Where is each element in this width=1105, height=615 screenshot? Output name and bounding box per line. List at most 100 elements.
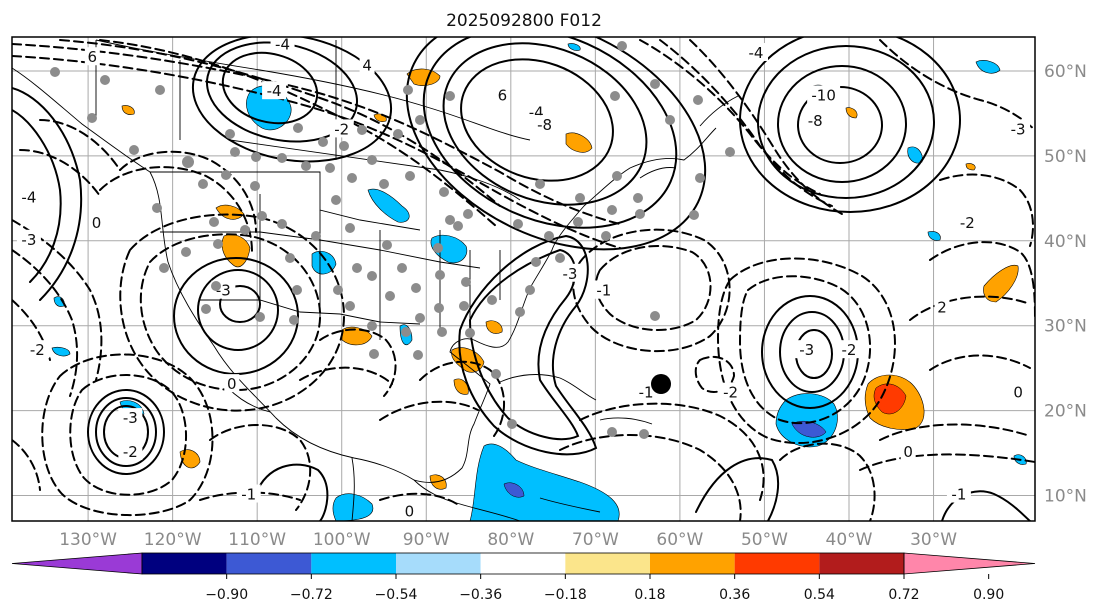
contour-value-label: -4 bbox=[749, 44, 764, 62]
colorbar-swatch bbox=[650, 553, 735, 574]
contour-value-label: -1 bbox=[596, 282, 611, 300]
latitude-label: 10°N bbox=[1044, 487, 1087, 507]
longitude-label: 80°W bbox=[487, 530, 534, 550]
colorbar-swatch bbox=[480, 553, 566, 574]
colorbar-label: −0.72 bbox=[290, 587, 333, 603]
tropical-storm-marker bbox=[651, 374, 671, 394]
contour-label-halo bbox=[532, 115, 557, 134]
longitude-labels: 130°W 120°W 110°W 100°W 90°W 80°W 70°W 60°W 50°W… bbox=[59, 530, 957, 550]
contour-value-label: -1 bbox=[639, 384, 654, 402]
contour-value-label: -2 bbox=[334, 120, 349, 138]
contour-value-label: -2 bbox=[960, 214, 975, 232]
colorbar-label: −0.54 bbox=[375, 587, 418, 603]
contour-value-label: 6 bbox=[88, 48, 98, 66]
contour-value-label: -2 bbox=[842, 341, 857, 359]
dashed-contours bbox=[12, 39, 1035, 521]
contour-label-halo bbox=[224, 374, 240, 393]
colorbar-swatch bbox=[142, 553, 227, 574]
contour-label-halo bbox=[270, 37, 295, 53]
contour-label-halo bbox=[118, 442, 143, 461]
longitude-label: 110°W bbox=[228, 530, 286, 550]
latitude-label: 30°N bbox=[1044, 317, 1087, 337]
colorbar-swatch bbox=[819, 553, 904, 574]
contour-value-label: -4 bbox=[21, 188, 36, 206]
contour-label-halo bbox=[1010, 382, 1026, 401]
contour-value-label: -3 bbox=[1011, 120, 1026, 138]
colorbar-swatch bbox=[311, 553, 396, 574]
contour-value-label: 0 bbox=[903, 443, 913, 461]
contour-value-label: -3 bbox=[123, 409, 138, 427]
colorbar-label: −0.90 bbox=[205, 587, 248, 603]
colorbar-swatch bbox=[734, 553, 820, 574]
colorbar-label: 0.72 bbox=[888, 587, 919, 603]
contour-label-halo bbox=[401, 501, 417, 520]
colorbar-swatch bbox=[565, 553, 650, 574]
longitude-label: 40°W bbox=[826, 530, 873, 550]
colorbar-label: 0.18 bbox=[634, 587, 665, 603]
contour-label-halo bbox=[744, 42, 768, 61]
station-markers bbox=[50, 41, 735, 439]
contour-label-halo bbox=[558, 263, 582, 282]
colorbar-swatch bbox=[396, 553, 481, 574]
contour-label-halo bbox=[955, 212, 980, 231]
colorbar-label: −0.36 bbox=[459, 587, 502, 603]
contour-label-halo bbox=[16, 229, 41, 248]
contour-label-halo bbox=[946, 484, 971, 503]
contour-value-label: -2 bbox=[723, 384, 738, 402]
contour-value-label: 0 bbox=[92, 214, 102, 232]
contour-label-halo bbox=[807, 85, 841, 104]
contour-label-halo bbox=[329, 119, 354, 138]
contour-value-label: 0 bbox=[1013, 384, 1023, 402]
map-background bbox=[12, 37, 1035, 521]
contour-value-label: -3 bbox=[21, 231, 36, 249]
colorbar: −0.90 −0.72 −0.54 −0.36 −0.18 0.18 0.36 0.54 0.7… bbox=[11, 552, 1036, 603]
colorbar-low-extension bbox=[11, 552, 143, 575]
colorbar-frame bbox=[141, 552, 905, 575]
longitude-label: 50°W bbox=[741, 530, 788, 550]
contour-value-label: -1 bbox=[241, 486, 256, 504]
longitude-label: 90°W bbox=[403, 530, 450, 550]
contour-label-halo bbox=[118, 408, 143, 427]
contour-label-halo bbox=[89, 212, 105, 231]
contour-label-halo bbox=[1006, 119, 1031, 138]
contour-label-halo bbox=[494, 85, 510, 104]
latitude-label: 60°N bbox=[1044, 62, 1087, 82]
contour-label-halo bbox=[934, 297, 950, 316]
contour-value-label: 6 bbox=[498, 86, 508, 104]
contour-label-halo bbox=[359, 55, 375, 74]
contour-value-label: -3 bbox=[799, 341, 814, 359]
contour-value-label: 2 bbox=[937, 299, 947, 317]
contour-label-halo bbox=[837, 340, 861, 359]
contour-label-halo bbox=[16, 187, 41, 206]
colorbar-swatch bbox=[226, 553, 312, 574]
contour-value-label: -1 bbox=[951, 486, 966, 504]
longitude-label: 130°W bbox=[59, 530, 117, 550]
contour-value-label: -2 bbox=[30, 341, 45, 359]
latitude-label: 40°N bbox=[1044, 232, 1087, 252]
contour-label-halo bbox=[262, 81, 287, 100]
contour-value-label: 0 bbox=[227, 375, 237, 393]
longitude-label: 60°W bbox=[656, 530, 703, 550]
contour-value-label: 0 bbox=[405, 503, 415, 521]
contour-value-label: -4 bbox=[275, 35, 290, 53]
contour-value-label: -3 bbox=[563, 265, 578, 283]
colorbar-label: −0.18 bbox=[544, 587, 587, 603]
contour-label-halo bbox=[236, 484, 261, 503]
longitude-label: 100°W bbox=[313, 530, 371, 550]
longitude-label: 120°W bbox=[144, 530, 202, 550]
contour-value-label: -2 bbox=[123, 443, 138, 461]
latitude-label: 50°N bbox=[1044, 147, 1087, 167]
contour-value-label: 4 bbox=[362, 57, 372, 75]
contour-value-label: -4 bbox=[267, 82, 282, 100]
map-frame bbox=[11, 36, 1036, 522]
contour-label-halo bbox=[900, 442, 916, 461]
colorbar-label: 0.54 bbox=[804, 587, 835, 603]
colorbar-label: 0.36 bbox=[719, 587, 750, 603]
longitude-label: 70°W bbox=[572, 530, 619, 550]
contour-value-label: -8 bbox=[537, 116, 552, 134]
colorbar-label: 0.90 bbox=[973, 587, 1004, 603]
contour-value-label: -8 bbox=[808, 112, 823, 130]
colorbar-high-extension bbox=[903, 552, 1036, 575]
map-panel: 6-44-4-26-4-8-4-10-8 -3-4-30-30-2-3-2-1-3… bbox=[11, 35, 1036, 522]
